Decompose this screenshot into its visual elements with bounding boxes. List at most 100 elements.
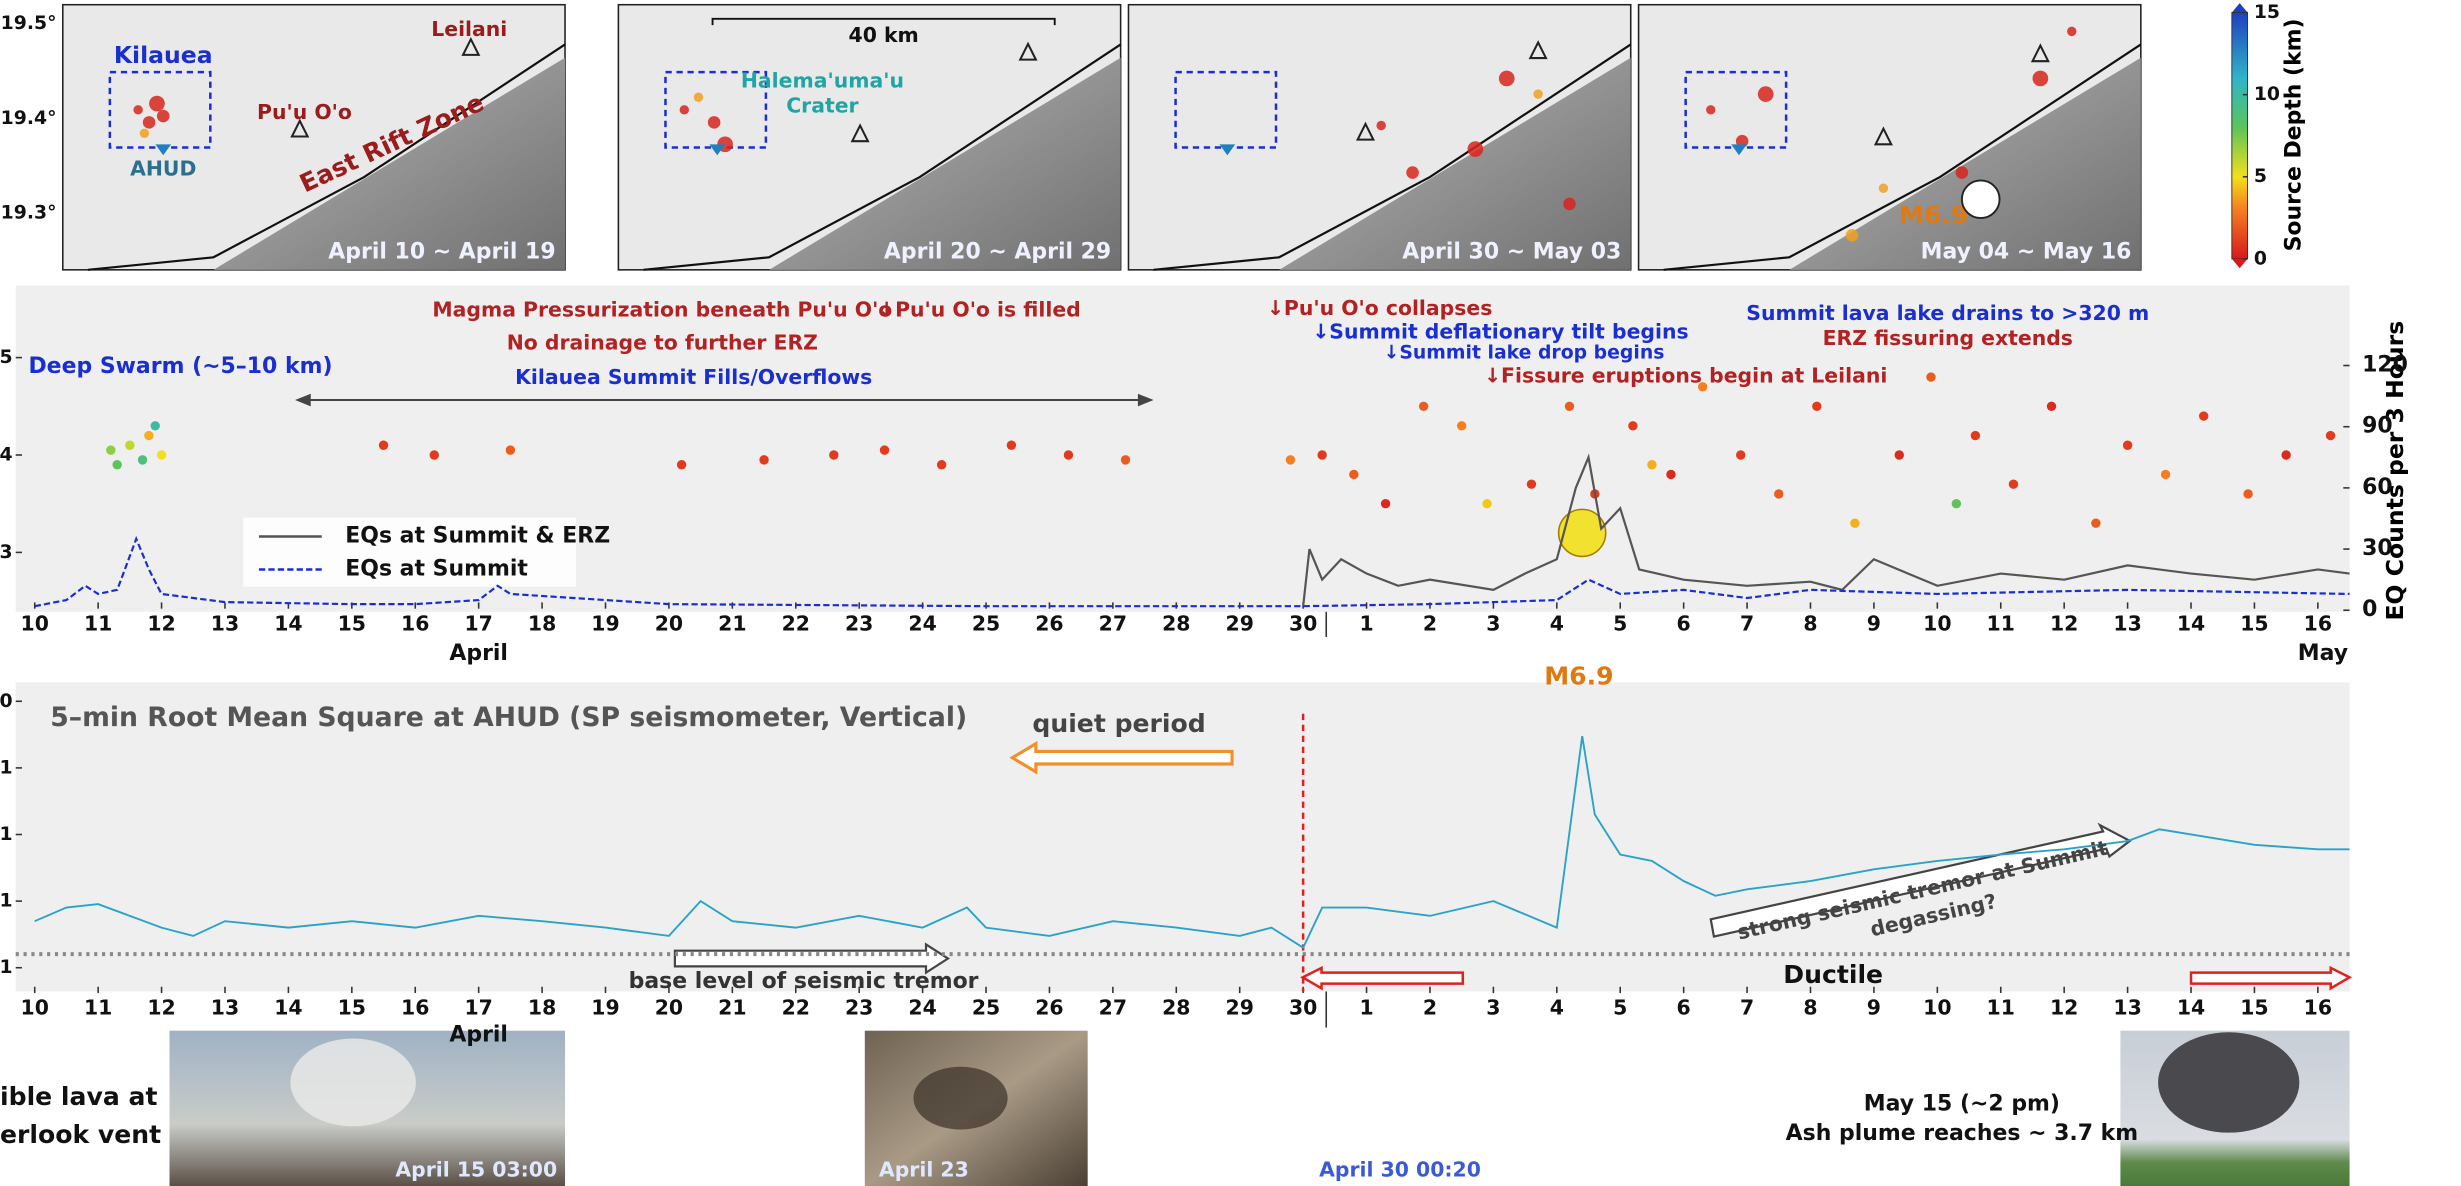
month-label: May: [2298, 641, 2348, 666]
earthquake: [759, 455, 768, 464]
earthquake: [2243, 489, 2252, 498]
colorbar-tick-label: 15: [2254, 2, 2280, 23]
x-tick-label: 13: [211, 996, 239, 1020]
x-tick-label: 6: [1677, 996, 1691, 1020]
x-tick-label: 15: [338, 996, 366, 1020]
earthquake: [125, 441, 134, 450]
lat-tick-label: .5: [0, 347, 13, 368]
map-dot: [1758, 86, 1774, 102]
x-tick-label: 24: [908, 611, 936, 635]
x-tick-label: 8: [1803, 611, 1817, 635]
map-dot: [1499, 71, 1515, 87]
x-tick-label: 28: [1162, 996, 1190, 1020]
earthquake: [2091, 518, 2100, 527]
earthquake: [1419, 402, 1428, 411]
x-tick-label: 3: [1486, 611, 1500, 635]
x-tick-label: 6: [1677, 611, 1691, 635]
x-tick-label: 30: [1289, 611, 1317, 635]
x-tick-label: 14: [274, 996, 302, 1020]
annotation: ERZ fissuring extends: [1823, 326, 2073, 350]
colorbar-tick-label: 10: [2254, 84, 2280, 105]
annotation: base level of seismic tremor: [629, 969, 979, 994]
x-tick-label: 25: [972, 611, 1000, 635]
annotation: ↓Summit lake drop begins: [1384, 342, 1665, 363]
photo-stamp: April 30 00:20: [1319, 1157, 1481, 1181]
map-label: Pu'u O'o: [257, 100, 352, 124]
x-tick-label: 23: [845, 611, 873, 635]
colorbar-title: Source Depth (km): [2282, 18, 2307, 251]
x-tick-label: 16: [2304, 611, 2332, 635]
photo-stamp: April 23: [879, 1157, 969, 1181]
x-tick-label: 11: [1987, 611, 2015, 635]
y-tick-label: 01: [0, 957, 13, 978]
x-tick-label: 7: [1740, 611, 1754, 635]
x-tick-label: 14: [274, 611, 302, 635]
x-tick-label: 10: [1923, 611, 1951, 635]
annotation: ↓Pu'u O'o is filled: [878, 298, 1081, 322]
earthquake: [138, 455, 147, 464]
x-tick-label: 13: [211, 611, 239, 635]
x-tick-label: 26: [1035, 996, 1063, 1020]
x-tick-label: 30: [1289, 996, 1317, 1020]
map-label: Halema'uma'u: [741, 69, 904, 93]
earthquake: [379, 441, 388, 450]
y-tick-label: 01: [0, 824, 13, 845]
x-tick-label: 11: [84, 996, 112, 1020]
earthquake: [151, 421, 160, 430]
month-label: April: [449, 641, 508, 666]
x-tick-label: 5: [1613, 611, 1627, 635]
earthquake: [1628, 421, 1637, 430]
x-tick-label: 4: [1550, 996, 1564, 1020]
x-tick-label: 2: [1423, 611, 1437, 635]
earthquake: [1286, 455, 1295, 464]
lat-tick-label: .3: [0, 542, 13, 563]
map-dot: [157, 110, 170, 123]
earthquake: [2009, 480, 2018, 489]
photo-crater: [913, 1067, 1007, 1130]
map-dot: [1406, 166, 1419, 179]
earthquake: [1774, 489, 1783, 498]
x-tick-label: 15: [2240, 611, 2268, 635]
photo-caption: ible lava at: [0, 1082, 157, 1111]
x-tick-label: 25: [972, 996, 1000, 1020]
annotation: quiet period: [1032, 709, 1205, 738]
legend-label: EQs at Summit: [345, 556, 528, 581]
y-tick-label: 01: [0, 891, 13, 912]
y-tick-label: 60: [2362, 475, 2393, 500]
x-tick-label: 27: [1099, 996, 1127, 1020]
x-tick-label: 14: [2177, 611, 2205, 635]
earthquake: [1666, 470, 1675, 479]
x-tick-label: 11: [84, 611, 112, 635]
earthquake: [937, 460, 946, 469]
earthquake: [829, 450, 838, 459]
map-dot: [708, 116, 721, 129]
photo-caption: May 15 (~2 pm): [1864, 1091, 2060, 1116]
earthquake: [677, 460, 686, 469]
photo-caption: erlook vent: [0, 1120, 161, 1149]
y-tick-label: 30: [2362, 536, 2393, 561]
x-tick-label: 18: [528, 996, 556, 1020]
x-tick-label: 10: [21, 611, 49, 635]
legend-label: EQs at Summit & ERZ: [345, 524, 610, 549]
earthquake: [1121, 455, 1130, 464]
map-label: Crater: [786, 94, 858, 118]
earthquake: [144, 431, 153, 440]
colorbar-tick-label: 5: [2254, 166, 2267, 187]
x-tick-label: 9: [1867, 611, 1881, 635]
photo-ash: [2158, 1032, 2299, 1132]
earthquake: [1736, 450, 1745, 459]
x-tick-label: 22: [782, 611, 810, 635]
earthquake: [1850, 518, 1859, 527]
earthquake: [1926, 372, 1935, 381]
photo-stamp: April 15 03:00: [395, 1157, 557, 1181]
x-tick-label: 17: [464, 996, 492, 1020]
earthquake: [2047, 402, 2056, 411]
x-tick-label: 12: [2050, 996, 2078, 1020]
annotation: ↓Summit deflationary tilt begins: [1312, 320, 1688, 344]
x-tick-label: 15: [338, 611, 366, 635]
x-tick-label: 21: [718, 996, 746, 1020]
lat-tick-label: .4: [0, 445, 13, 466]
earthquake: [2281, 450, 2290, 459]
map-dot: [140, 129, 149, 138]
map-dot: [1467, 141, 1483, 157]
